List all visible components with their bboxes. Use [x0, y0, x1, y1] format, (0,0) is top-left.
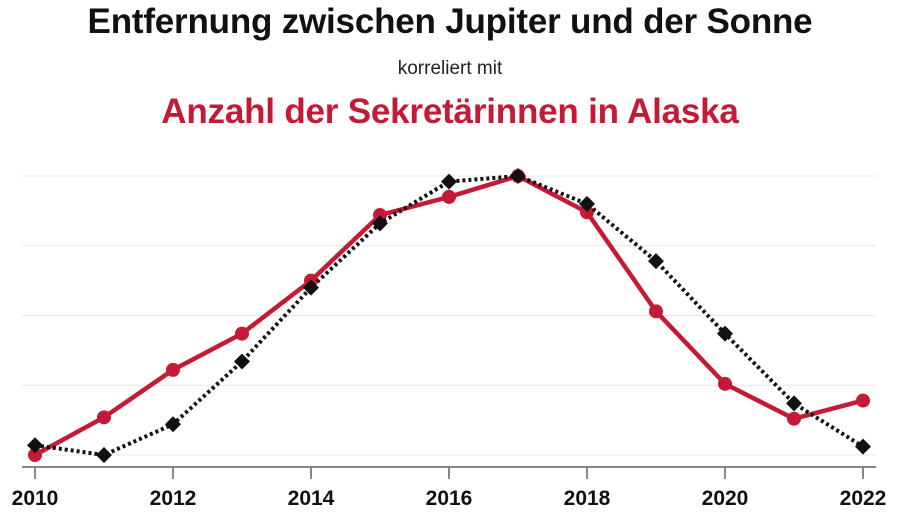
- data-point: [373, 208, 387, 223]
- chart-title: Entfernung zwischen Jupiter und der Sonn…: [87, 2, 813, 41]
- chart-title-secondary: Anzahl der Sekretärinnen in Alaska: [161, 92, 739, 131]
- data-point: [580, 205, 594, 220]
- data-point: [235, 326, 249, 341]
- data-point: [786, 395, 802, 412]
- x-tick-label: 2014: [288, 487, 335, 510]
- data-point: [166, 362, 180, 377]
- data-point: [648, 253, 664, 270]
- x-tick-label: 2020: [702, 487, 749, 510]
- x-tick-label: 2012: [150, 487, 197, 510]
- data-point: [372, 215, 388, 232]
- data-point: [856, 393, 870, 408]
- x-tick-label: 2016: [426, 487, 473, 510]
- data-point: [510, 168, 526, 184]
- data-point: [28, 448, 42, 462]
- data-point: [27, 437, 43, 454]
- data-point: [234, 353, 250, 370]
- data-point: [787, 411, 801, 426]
- data-point: [717, 325, 733, 342]
- series-layer: [27, 168, 871, 463]
- data-point: [649, 304, 663, 319]
- data-point: [579, 195, 595, 212]
- x-tick-label: 2010: [12, 487, 59, 510]
- data-point: [442, 189, 456, 204]
- data-point: [165, 416, 181, 433]
- x-axis: 2010 2012 2014 2016 2018 2020 2022: [12, 466, 887, 510]
- x-tick-label: 2018: [564, 487, 611, 510]
- data-point: [97, 410, 111, 425]
- data-point: [855, 438, 871, 455]
- gridlines: [22, 175, 876, 456]
- data-point: [96, 447, 112, 463]
- chart-subtitle: korreliert mit: [397, 58, 503, 79]
- data-point: [303, 279, 319, 296]
- data-point: [441, 173, 457, 190]
- x-tick-label: 2022: [840, 487, 887, 510]
- data-point: [718, 376, 732, 391]
